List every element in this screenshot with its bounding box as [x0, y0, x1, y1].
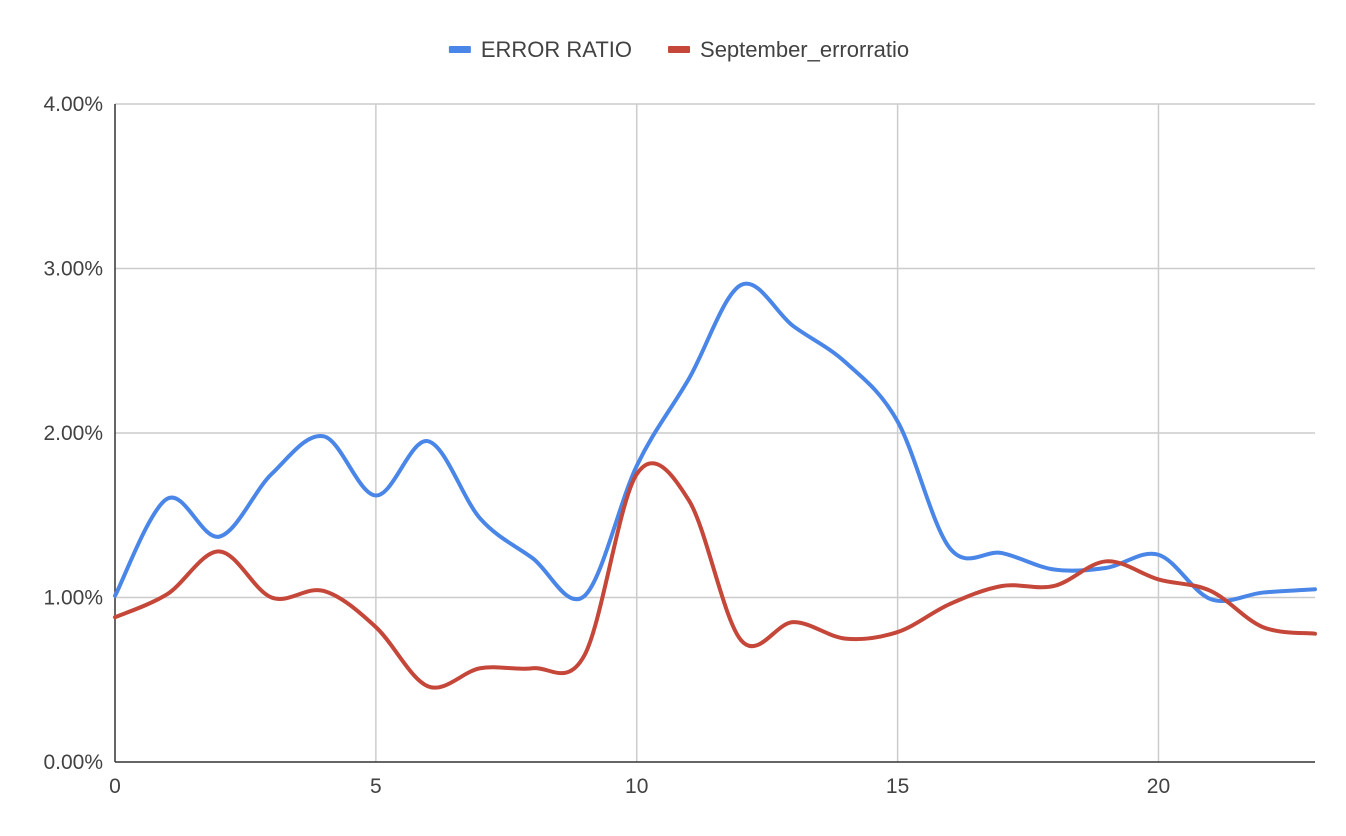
- y-axis-tick-labels: 0.00% 1.00% 2.00% 3.00% 4.00%: [43, 93, 103, 774]
- x-tick-label: 10: [625, 775, 648, 798]
- legend-label: ERROR RATIO: [481, 37, 632, 62]
- x-tick-label: 5: [370, 775, 382, 798]
- x-tick-label: 15: [886, 775, 909, 798]
- y-tick-label: 3.00%: [43, 258, 103, 281]
- legend-swatch: [448, 46, 471, 53]
- series-line-error-ratio: [113, 281, 1317, 604]
- chart-legend: ERROR RATIO September_errorratio: [448, 37, 909, 62]
- x-tick-label: 0: [109, 775, 121, 798]
- y-tick-label: 1.00%: [43, 587, 103, 610]
- series-line-september-errorratio: [113, 461, 1317, 690]
- x-axis-tick-labels: 0 5 10 15 20: [109, 775, 1170, 798]
- chart-axes: [114, 104, 1315, 763]
- y-tick-label: 0.00%: [43, 751, 103, 774]
- grid-lines: [115, 103, 1315, 762]
- data-series: [113, 281, 1317, 690]
- x-tick-label: 20: [1147, 775, 1170, 798]
- legend-label: September_errorratio: [700, 37, 909, 62]
- legend-swatch: [668, 46, 691, 53]
- y-tick-label: 4.00%: [43, 93, 103, 116]
- y-tick-label: 2.00%: [43, 422, 103, 445]
